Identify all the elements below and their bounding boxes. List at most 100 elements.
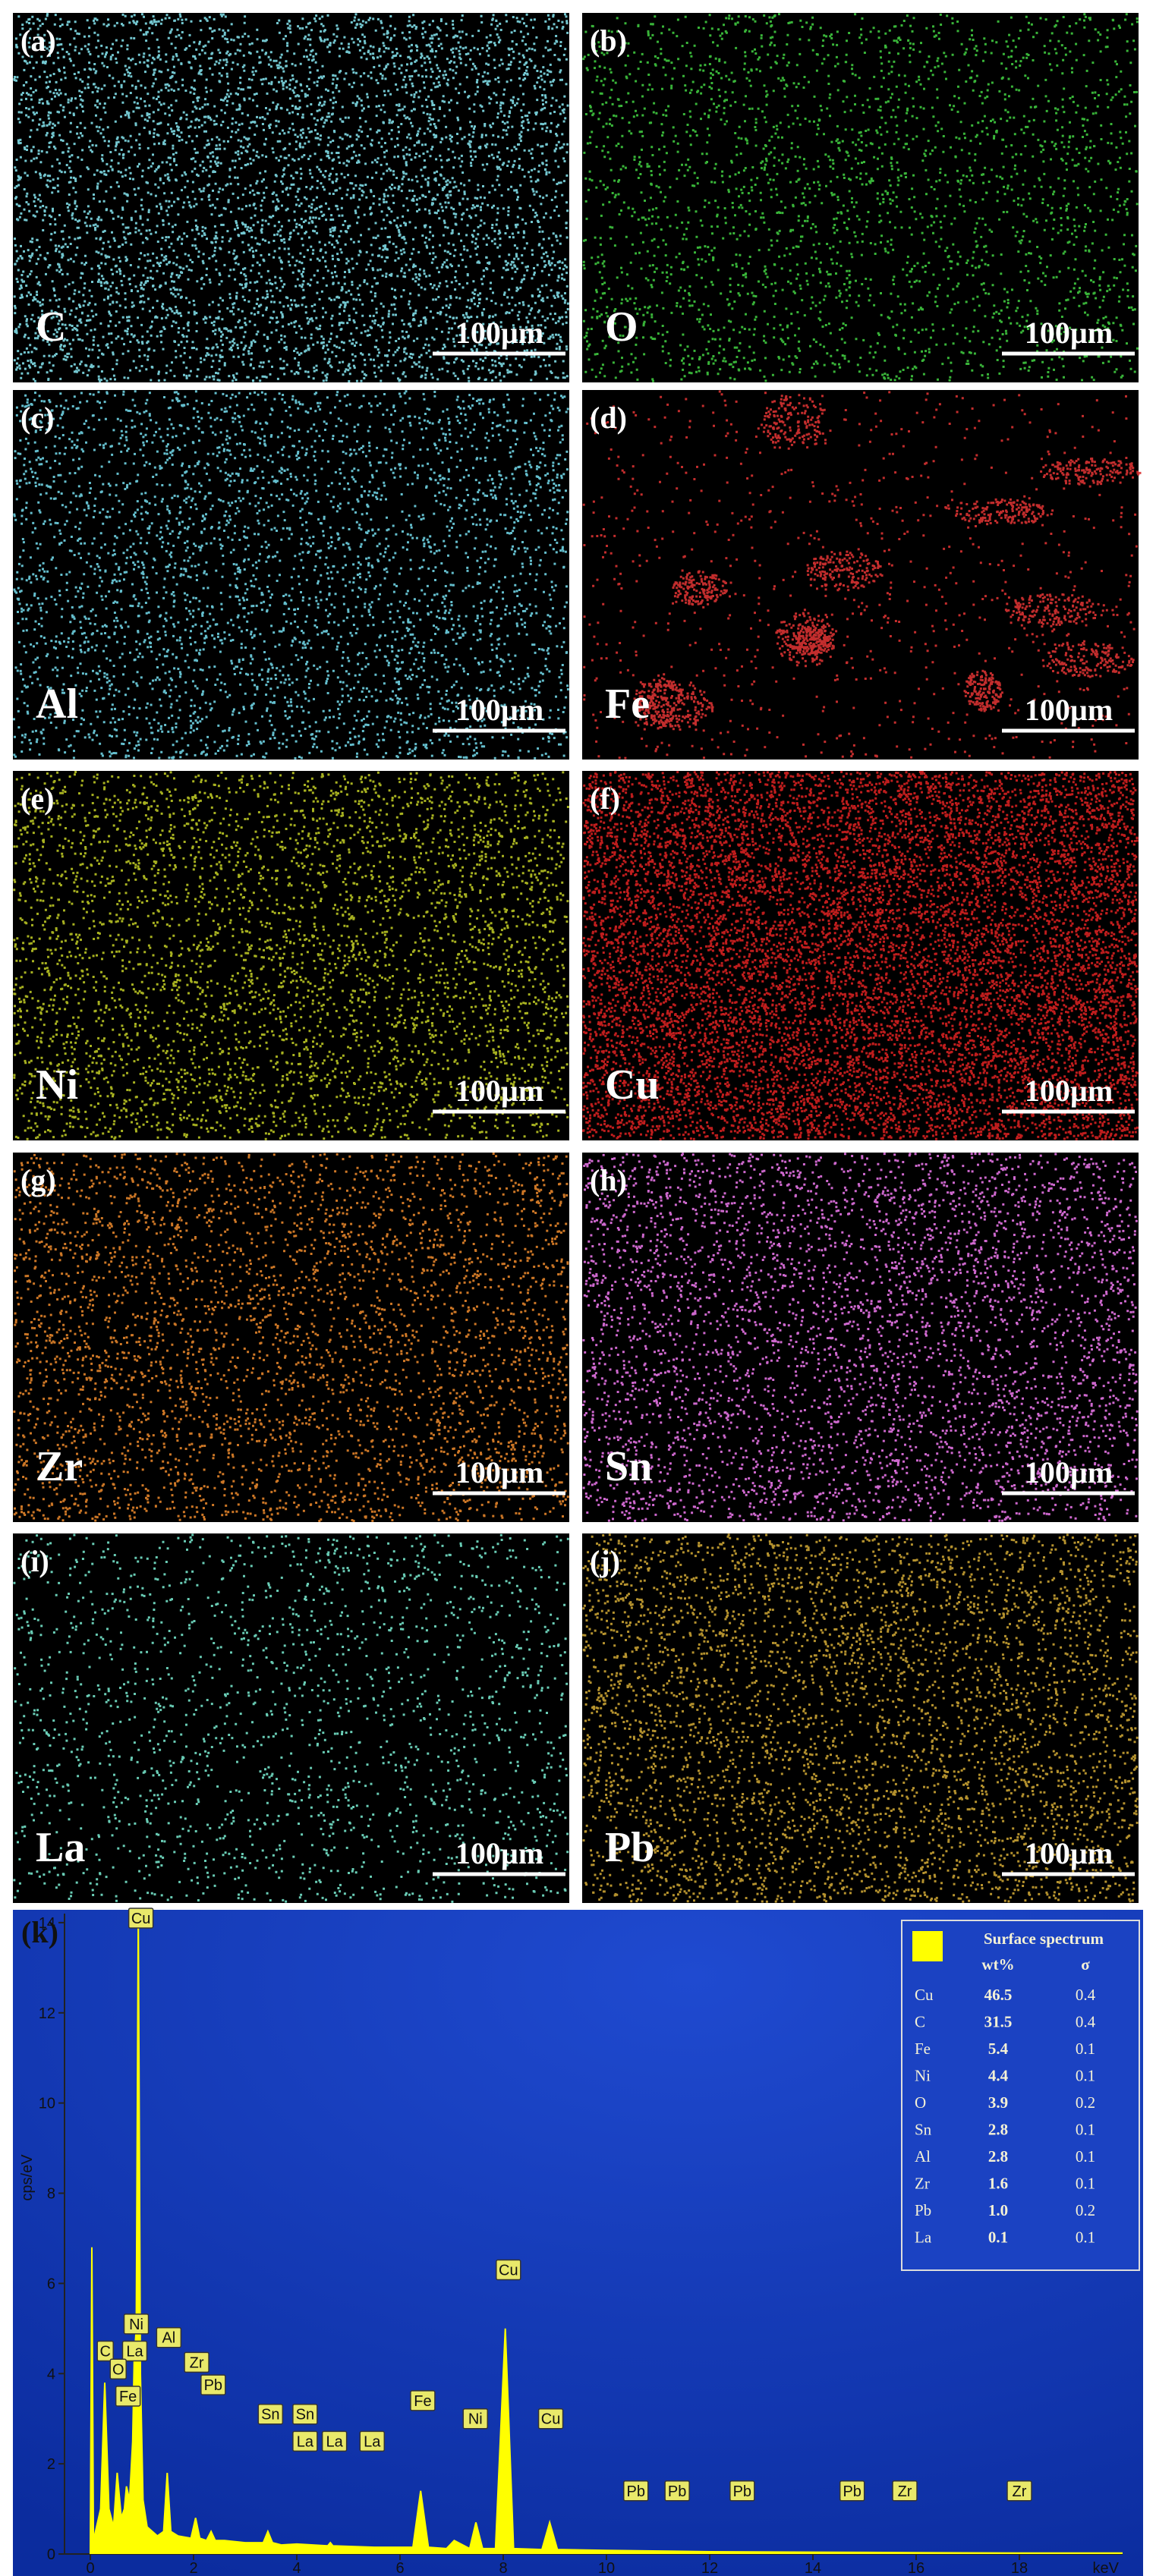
x-tick-label: 14 — [805, 2560, 821, 2576]
peak-label-box — [121, 2340, 148, 2362]
peak-label: Zr — [1013, 2483, 1027, 2500]
table-cell: 0.1 — [988, 2228, 1008, 2247]
x-tick-label: 18 — [1011, 2560, 1028, 2576]
peak-label: Cu — [499, 2263, 518, 2279]
table-cell: 2.8 — [988, 2147, 1008, 2166]
peak-label: O — [112, 2361, 124, 2378]
panel-label: (f) — [590, 782, 620, 816]
table-cell: 0.1 — [1076, 2175, 1095, 2193]
peak-label: Zr — [898, 2483, 912, 2500]
scale-bar-label: 100µm — [455, 1836, 543, 1870]
peak-label-box — [96, 2340, 114, 2362]
chart-label: (k) — [21, 1915, 58, 1949]
y-tick-label: 8 — [47, 2186, 55, 2203]
map-background — [582, 1153, 1139, 1522]
map-dots — [582, 1153, 1139, 1522]
scale-bar-label: 100µm — [455, 1455, 543, 1489]
peak-label: Pb — [627, 2483, 645, 2500]
table-cell: 0.2 — [1076, 2201, 1095, 2219]
spectrum-line — [90, 1913, 1123, 2555]
table-cell: 46.5 — [984, 1986, 1013, 2004]
panel-label: (e) — [20, 782, 54, 816]
peak-label: Cu — [131, 1911, 151, 1927]
peak-label: Pb — [668, 2483, 686, 2500]
map-background — [582, 390, 1139, 760]
x-tick-label: 6 — [395, 2560, 404, 2576]
peak-label-box — [128, 1908, 154, 1929]
y-tick-label: 2 — [47, 2456, 55, 2473]
peak-label: La — [126, 2344, 143, 2361]
peak-label: Fe — [119, 2389, 137, 2405]
peak-label: La — [326, 2433, 344, 2450]
table-cell: 0.1 — [1076, 2147, 1095, 2166]
element-label: Ni — [36, 1062, 78, 1109]
y-axis-label: cps/eV — [19, 2154, 36, 2201]
x-tick-label: 2 — [189, 2560, 197, 2576]
table-cell: C — [915, 2013, 925, 2031]
peak-label: La — [364, 2433, 381, 2450]
legend-swatch — [912, 1931, 943, 1961]
peak-label-box — [200, 2374, 226, 2395]
panel-label: (b) — [590, 24, 627, 58]
peak-label: La — [297, 2433, 314, 2450]
map-dots — [13, 390, 569, 760]
x-tick-label: 16 — [908, 2560, 924, 2576]
element-label: C — [36, 304, 66, 351]
scale-bar-label: 100µm — [1025, 1074, 1113, 1108]
table-cell: Al — [915, 2147, 931, 2166]
element-label: O — [605, 304, 638, 351]
element-label: Fe — [605, 681, 650, 728]
table-cell: 0.4 — [1076, 1986, 1096, 2004]
map-background — [13, 1533, 569, 1903]
scale-bar-label: 100µm — [455, 1074, 543, 1108]
peak-label-box — [292, 2403, 318, 2425]
table-cell: 0.1 — [1076, 2121, 1095, 2139]
table-cell: Ni — [915, 2067, 931, 2085]
y-tick-label: 4 — [47, 2366, 55, 2383]
peak-label-box — [729, 2480, 755, 2502]
table-header: wt% — [981, 1955, 1014, 1974]
table-cell: 0.4 — [1076, 2013, 1096, 2031]
peak-label-box — [410, 2390, 436, 2411]
element-label: Al — [36, 681, 78, 728]
peak-label-box — [892, 2480, 918, 2502]
table-cell: 5.4 — [988, 2040, 1009, 2058]
peak-label: Ni — [468, 2411, 483, 2428]
peak-label-box — [496, 2259, 521, 2281]
peak-label: Pb — [843, 2483, 861, 2500]
peak-label-box — [292, 2430, 318, 2452]
scale-bar-label: 100µm — [1025, 1836, 1113, 1870]
scale-bar-label: 100µm — [455, 693, 543, 727]
scale-bar-label: 100µm — [1025, 693, 1113, 727]
panel-label: (j) — [590, 1544, 620, 1578]
peak-label-box — [156, 2326, 182, 2348]
scale-bar-label: 100µm — [455, 316, 543, 350]
x-tick-label: 8 — [499, 2560, 507, 2576]
scale-bar-label: 100µm — [1025, 1455, 1113, 1489]
map-dots — [13, 771, 569, 1140]
peak-label: Pb — [733, 2483, 751, 2500]
element-label: Zr — [36, 1443, 83, 1490]
peak-label: Fe — [414, 2393, 431, 2410]
table-cell: 1.0 — [988, 2201, 1008, 2219]
element-label: Sn — [605, 1443, 652, 1490]
y-tick-label: 14 — [39, 1915, 55, 1932]
peak-label: Ni — [129, 2317, 143, 2333]
x-tick-label: 12 — [701, 2560, 718, 2576]
table-box — [901, 1920, 1140, 2271]
peak-label-box — [115, 2386, 141, 2407]
peak-label: Sn — [261, 2407, 279, 2423]
x-tick-label: 4 — [292, 2560, 301, 2576]
panel-label: (d) — [590, 401, 627, 435]
peak-label-box — [664, 2480, 690, 2502]
table-cell: Zr — [915, 2175, 930, 2193]
peak-label-box — [184, 2351, 209, 2373]
table-title: Surface spectrum — [984, 1930, 1104, 1948]
y-tick-label: 10 — [39, 2096, 55, 2112]
map-dots — [13, 13, 569, 382]
y-tick-label: 6 — [47, 2276, 55, 2292]
panel-label: (h) — [590, 1163, 627, 1197]
scale-bar-label: 100µm — [1025, 316, 1113, 350]
